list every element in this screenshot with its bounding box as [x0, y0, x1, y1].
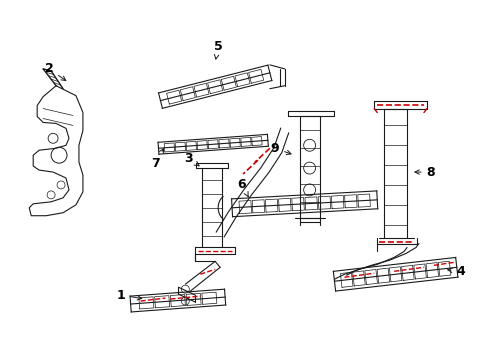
Text: 4: 4 — [447, 265, 464, 278]
Text: 7: 7 — [151, 149, 163, 170]
Text: 3: 3 — [183, 152, 199, 166]
Text: 5: 5 — [213, 40, 222, 59]
Text: 6: 6 — [237, 179, 248, 197]
Text: 8: 8 — [414, 166, 434, 179]
Text: 2: 2 — [44, 62, 66, 81]
Text: 9: 9 — [270, 142, 290, 155]
Text: 1: 1 — [116, 289, 142, 302]
